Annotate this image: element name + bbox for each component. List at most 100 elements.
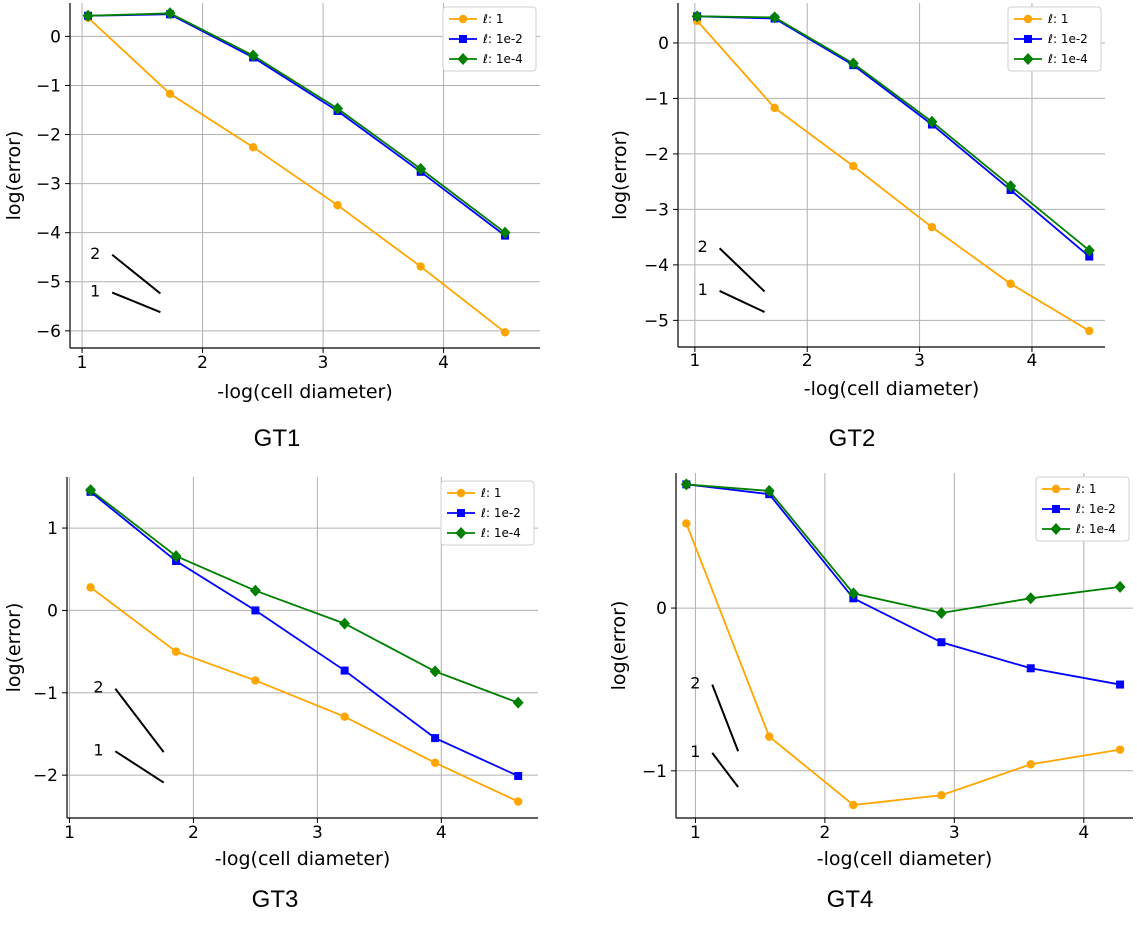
- data-point: [86, 583, 95, 592]
- series--1e-4: [82, 7, 511, 239]
- legend-marker: [1023, 14, 1033, 24]
- data-point: [1006, 279, 1015, 288]
- y-axis-label: log(error): [609, 130, 631, 220]
- legend-label: ℓ: 1e-4: [480, 526, 521, 540]
- y-tick-label: −4: [644, 256, 669, 276]
- data-point: [682, 519, 691, 528]
- data-point: [251, 676, 260, 685]
- y-tick-label: −1: [36, 76, 61, 96]
- y-axis-label: log(error): [3, 131, 25, 221]
- y-tick-label: 0: [658, 34, 669, 54]
- legend: ℓ: 1 ℓ: 1e-2 ℓ: 1e-4: [442, 6, 537, 72]
- series--1e-4: [680, 478, 1126, 619]
- y-tick-label: −1: [33, 684, 58, 704]
- legend-label: ℓ: 1e-2: [480, 506, 521, 520]
- x-tick-label: 4: [1078, 823, 1089, 843]
- legend: ℓ: 1 ℓ: 1e-2 ℓ: 1e-4: [1007, 6, 1102, 72]
- slope-mark-line: [719, 290, 765, 313]
- slope-mark-label: 2: [690, 674, 700, 693]
- slope-mark-line: [111, 253, 162, 295]
- data-point: [680, 478, 692, 491]
- x-tick-label: 3: [318, 353, 329, 373]
- x-tick-label: 4: [1027, 351, 1038, 371]
- grid: [676, 473, 1133, 818]
- caption-gt1: GT1: [253, 425, 301, 452]
- x-axis-label: -log(cell diameter): [215, 848, 391, 870]
- y-tick-label: −3: [644, 200, 669, 220]
- data-point: [1026, 664, 1035, 673]
- x-axis-label: -log(cell diameter): [804, 378, 980, 400]
- slope-mark-line: [114, 750, 165, 784]
- x-axis-label: -log(cell diameter): [817, 848, 993, 870]
- data-point: [849, 800, 858, 810]
- data-point: [926, 115, 938, 128]
- legend-marker: [1022, 53, 1034, 65]
- series-line: [89, 491, 519, 777]
- data-point: [849, 161, 858, 171]
- series--1e-4: [85, 484, 524, 709]
- y-tick-label: −1: [644, 89, 669, 109]
- series--1e-4: [691, 10, 1095, 257]
- slope-mark-line: [111, 291, 161, 314]
- series-line: [88, 12, 506, 234]
- y-tick-label: 0: [50, 27, 61, 47]
- legend-label: ℓ: 1e-4: [482, 52, 523, 66]
- data-point: [1085, 326, 1094, 336]
- x-tick-label: 2: [819, 823, 830, 843]
- series--1: [83, 13, 510, 337]
- x-tick-label: 1: [64, 823, 75, 843]
- data-point: [512, 696, 524, 709]
- x-tick-label: 3: [914, 351, 925, 371]
- legend-box: [1007, 6, 1102, 72]
- series-line: [697, 15, 1090, 252]
- legend-marker: [457, 53, 469, 65]
- data-point: [1114, 580, 1126, 593]
- series-line: [686, 483, 1121, 686]
- legend-marker: [459, 35, 467, 43]
- slope-mark-label: 1: [698, 280, 708, 299]
- series-line: [697, 15, 1090, 258]
- x-tick-label: 3: [312, 823, 323, 843]
- x-tick-label: 4: [436, 823, 447, 843]
- data-point: [937, 638, 946, 647]
- x-tick-label: 1: [77, 353, 88, 373]
- data-point: [500, 328, 510, 337]
- data-point: [1085, 252, 1094, 261]
- y-tick-label: 1: [47, 519, 58, 539]
- legend-label: ℓ: 1e-4: [1075, 522, 1116, 536]
- y-tick-label: 0: [47, 601, 58, 621]
- data-point: [249, 584, 261, 597]
- data-point: [247, 49, 259, 62]
- legend: ℓ: 1 ℓ: 1e-2 ℓ: 1e-4: [440, 480, 535, 546]
- slope-mark-line: [711, 684, 740, 752]
- data-point: [770, 103, 779, 113]
- data-point: [1025, 592, 1037, 605]
- data-point: [429, 665, 441, 678]
- data-point: [415, 162, 427, 175]
- legend-label: ℓ: 1: [1075, 482, 1096, 496]
- data-point: [1116, 680, 1125, 689]
- data-point: [1115, 745, 1125, 754]
- series--1: [692, 16, 1094, 336]
- y-tick-label: 0: [656, 599, 667, 619]
- caption-gt3: GT3: [251, 886, 299, 913]
- data-point: [1026, 760, 1035, 769]
- y-tick-label: −5: [36, 273, 61, 293]
- data-point: [691, 10, 703, 23]
- data-point: [340, 712, 349, 721]
- caption-gt2: GT2: [828, 425, 876, 452]
- data-point: [935, 606, 947, 619]
- slope-mark-label: 2: [698, 237, 708, 256]
- data-point: [431, 734, 440, 743]
- y-tick-label: −4: [36, 224, 61, 244]
- data-point: [164, 7, 176, 20]
- series-line: [87, 17, 506, 334]
- legend-marker: [457, 509, 465, 517]
- data-point: [82, 9, 94, 22]
- chart-panel-gt1: 1 2 3 4 0 −1 −2 −3 −4 −5 −6 -log(cell diameter) log(…: [3, 3, 540, 403]
- chart-panel-gt2: 1 2 3 4 0 −1 −2 −3 −4 −5 -log(cell diameter) log(er…: [609, 3, 1105, 400]
- x-tick-label: 1: [690, 823, 701, 843]
- slope-mark-label: 2: [90, 244, 100, 263]
- legend-marker: [456, 488, 466, 498]
- x-tick-label: 2: [802, 351, 813, 371]
